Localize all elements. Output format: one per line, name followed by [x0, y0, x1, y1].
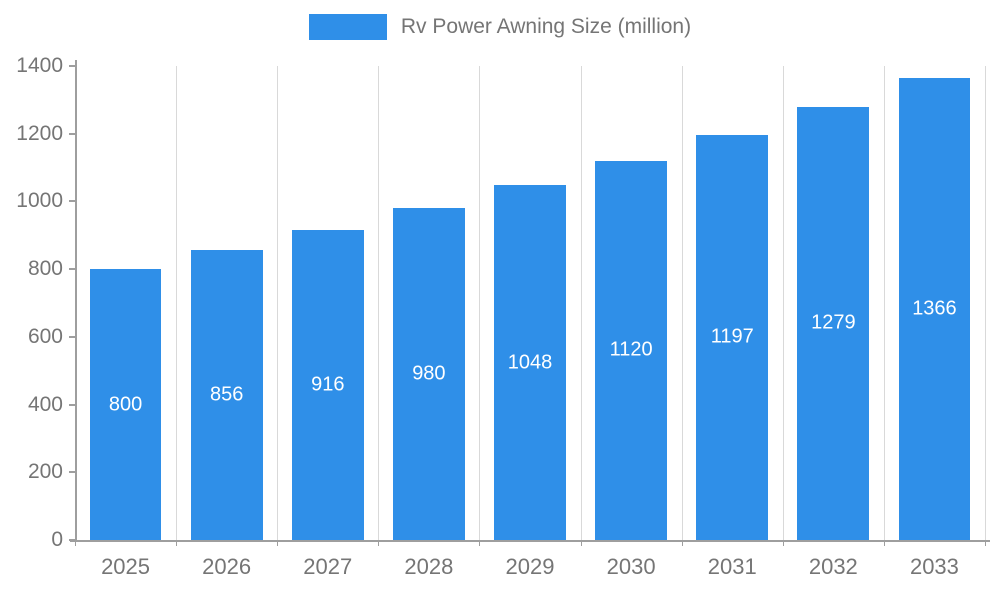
bar-value-label: 1279: [811, 311, 856, 334]
y-axis-tick-mark: [69, 200, 75, 203]
x-axis-category-label: 2033: [909, 554, 959, 579]
y-axis-tick-label: 1200: [16, 121, 63, 145]
gridline-vertical: [580, 66, 582, 540]
x-axis-tick-mark: [985, 540, 986, 546]
y-axis-tick-mark: [69, 65, 75, 67]
bar-value-label: 1048: [507, 351, 553, 374]
bar-value-label: 980: [412, 362, 446, 385]
bar[interactable]: 916: [291, 229, 364, 540]
plot-area: 0 200 400 600 800 1000 1200 1400 800 2025 856 2026 9…: [16, 54, 986, 579]
x-axis-category-label: 2029: [505, 554, 555, 579]
bar-value-label: 1366: [912, 297, 957, 320]
gridline-vertical: [479, 66, 481, 540]
y-axis-tick-mark: [69, 335, 75, 338]
x-axis-line: [70, 540, 990, 542]
y-axis-tick-label: 1000: [16, 189, 63, 213]
x-axis-category-label: 2026: [202, 554, 252, 579]
y-axis-tick-label: 200: [27, 460, 63, 484]
gridline-vertical: [681, 66, 683, 540]
y-axis-tick-mark: [69, 539, 75, 541]
y-axis-tick-mark: [69, 471, 75, 474]
y-axis-tick-mark: [69, 403, 75, 406]
bar[interactable]: 1120: [595, 160, 667, 540]
legend-label: Rv Power Awning Size (million): [400, 15, 692, 38]
y-axis-tick-label: 600: [27, 324, 63, 348]
bar-value-label: 800: [108, 393, 143, 416]
bar[interactable]: 1279: [797, 106, 870, 540]
x-axis-tick-mark: [277, 540, 279, 546]
bar-value-label: 1120: [609, 338, 653, 361]
x-axis-category-label: 2030: [606, 554, 656, 579]
bar[interactable]: 856: [190, 250, 263, 540]
bar[interactable]: 1366: [898, 77, 971, 540]
gridline-vertical: [277, 66, 279, 540]
x-axis-category-label: 2031: [707, 554, 757, 579]
gridline-vertical: [883, 66, 885, 540]
x-axis-tick-mark: [75, 540, 76, 546]
y-axis-tick-mark: [69, 132, 75, 135]
legend[interactable]: Rv Power Awning Size (million): [0, 14, 1000, 40]
y-axis-tick-mark: [69, 268, 75, 271]
x-axis-tick-mark: [176, 540, 178, 546]
x-axis-category-label: 2028: [404, 554, 454, 579]
bar[interactable]: 1197: [696, 134, 769, 540]
gridline-vertical: [782, 66, 784, 540]
bar-value-label: 916: [311, 373, 345, 396]
bar-value-label: 1197: [710, 325, 754, 348]
x-axis-tick-mark: [681, 540, 683, 546]
x-axis-tick-mark: [378, 540, 380, 546]
y-axis-tick-label: 400: [27, 392, 63, 416]
gridline-vertical: [985, 66, 986, 540]
bar-value-label: 856: [209, 383, 244, 406]
y-axis-tick-label: 1400: [16, 54, 63, 77]
x-axis-tick-mark: [883, 540, 885, 546]
x-axis-tick-mark: [479, 540, 481, 546]
y-axis-tick-label: 800: [27, 257, 63, 281]
x-axis-category-label: 2032: [808, 554, 858, 579]
bar[interactable]: 980: [392, 208, 465, 540]
x-axis-category-label: 2025: [101, 554, 151, 579]
y-axis-line: [75, 60, 77, 542]
bar[interactable]: 800: [89, 269, 162, 540]
bar[interactable]: 1048: [494, 185, 566, 540]
y-axis-tick-label: 0: [51, 528, 63, 551]
x-axis-tick-mark: [782, 540, 784, 546]
x-axis-category-label: 2027: [303, 554, 353, 579]
x-axis-tick-mark: [580, 540, 582, 546]
gridline-vertical: [176, 66, 178, 540]
legend-swatch-icon: [308, 14, 387, 40]
gridline-vertical: [378, 66, 380, 540]
